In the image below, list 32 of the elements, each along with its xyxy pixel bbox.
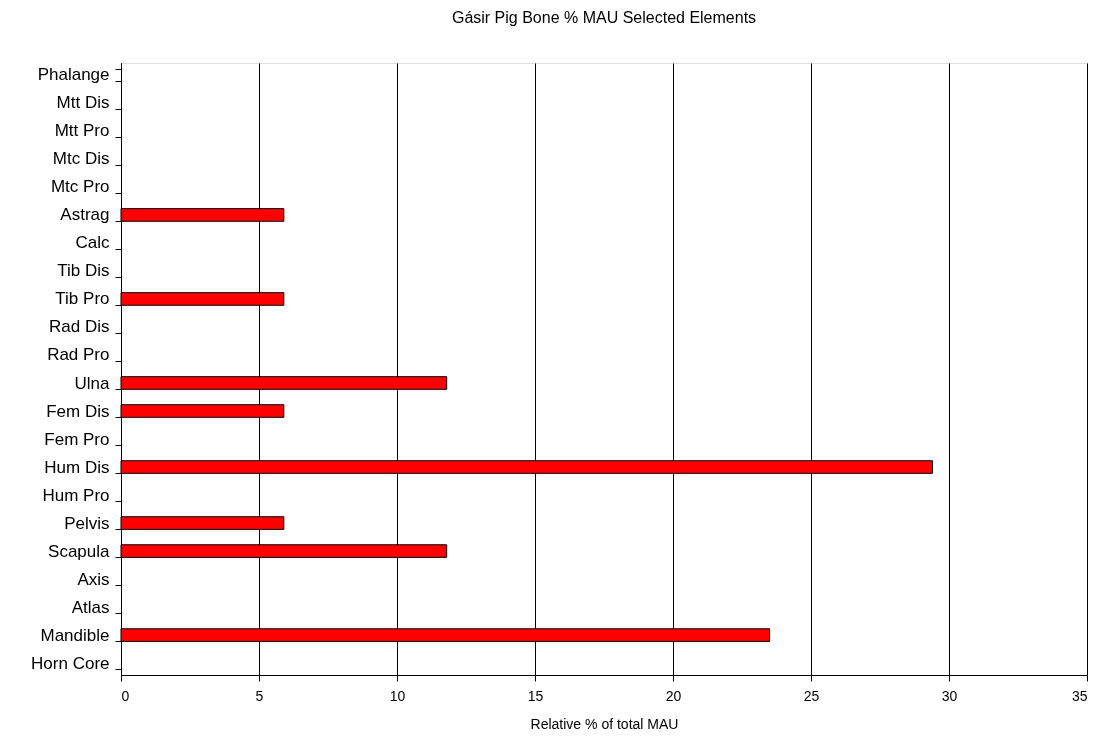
y-tick-label: Axis [77,569,110,589]
x-tick-label: 30 [941,687,958,704]
y-tick-label: Horn Core [31,653,110,673]
y-tick-label: Astrag [60,205,110,225]
y-tick-label: Hum Pro [42,485,110,505]
y-tick-label: Tib Dis [57,261,110,281]
y-tick-label: Ulna [74,373,111,393]
x-tick-label: 10 [389,687,406,704]
y-tick-label: Fem Dis [46,401,110,421]
y-tick-label: Mtt Pro [54,121,110,141]
y-tick-label: Mtc Pro [50,177,110,197]
x-tick-label: 20 [665,687,682,704]
y-tick-label: Mtc Dis [52,149,110,169]
y-tick-label: Mtt Dis [56,93,110,113]
y-tick-label: Mandible [40,625,110,645]
y-tick-label: Tib Pro [55,289,110,309]
x-axis-title: Relative % of total MAU [530,715,679,732]
y-tick-label: Rad Pro [47,345,110,365]
chart-title: Gásir Pig Bone % MAU Selected Elements [451,9,757,26]
y-tick-label: Scapula [48,541,111,561]
x-tick-label: 15 [527,687,544,704]
y-tick-label: Fem Pro [44,429,110,449]
y-tick-label: Phalange [37,65,110,85]
y-tick-label: Rad Dis [49,317,110,337]
y-tick-label: Calc [75,233,110,253]
x-tick-label: 25 [803,687,820,704]
x-tick-label: 5 [255,687,264,704]
x-tick-label: 0 [121,687,130,704]
y-tick-label: Atlas [71,597,110,617]
x-tick-label: 35 [1071,687,1088,704]
y-tick-label: Pelvis [64,513,110,533]
y-tick-label: Hum Dis [44,457,110,477]
